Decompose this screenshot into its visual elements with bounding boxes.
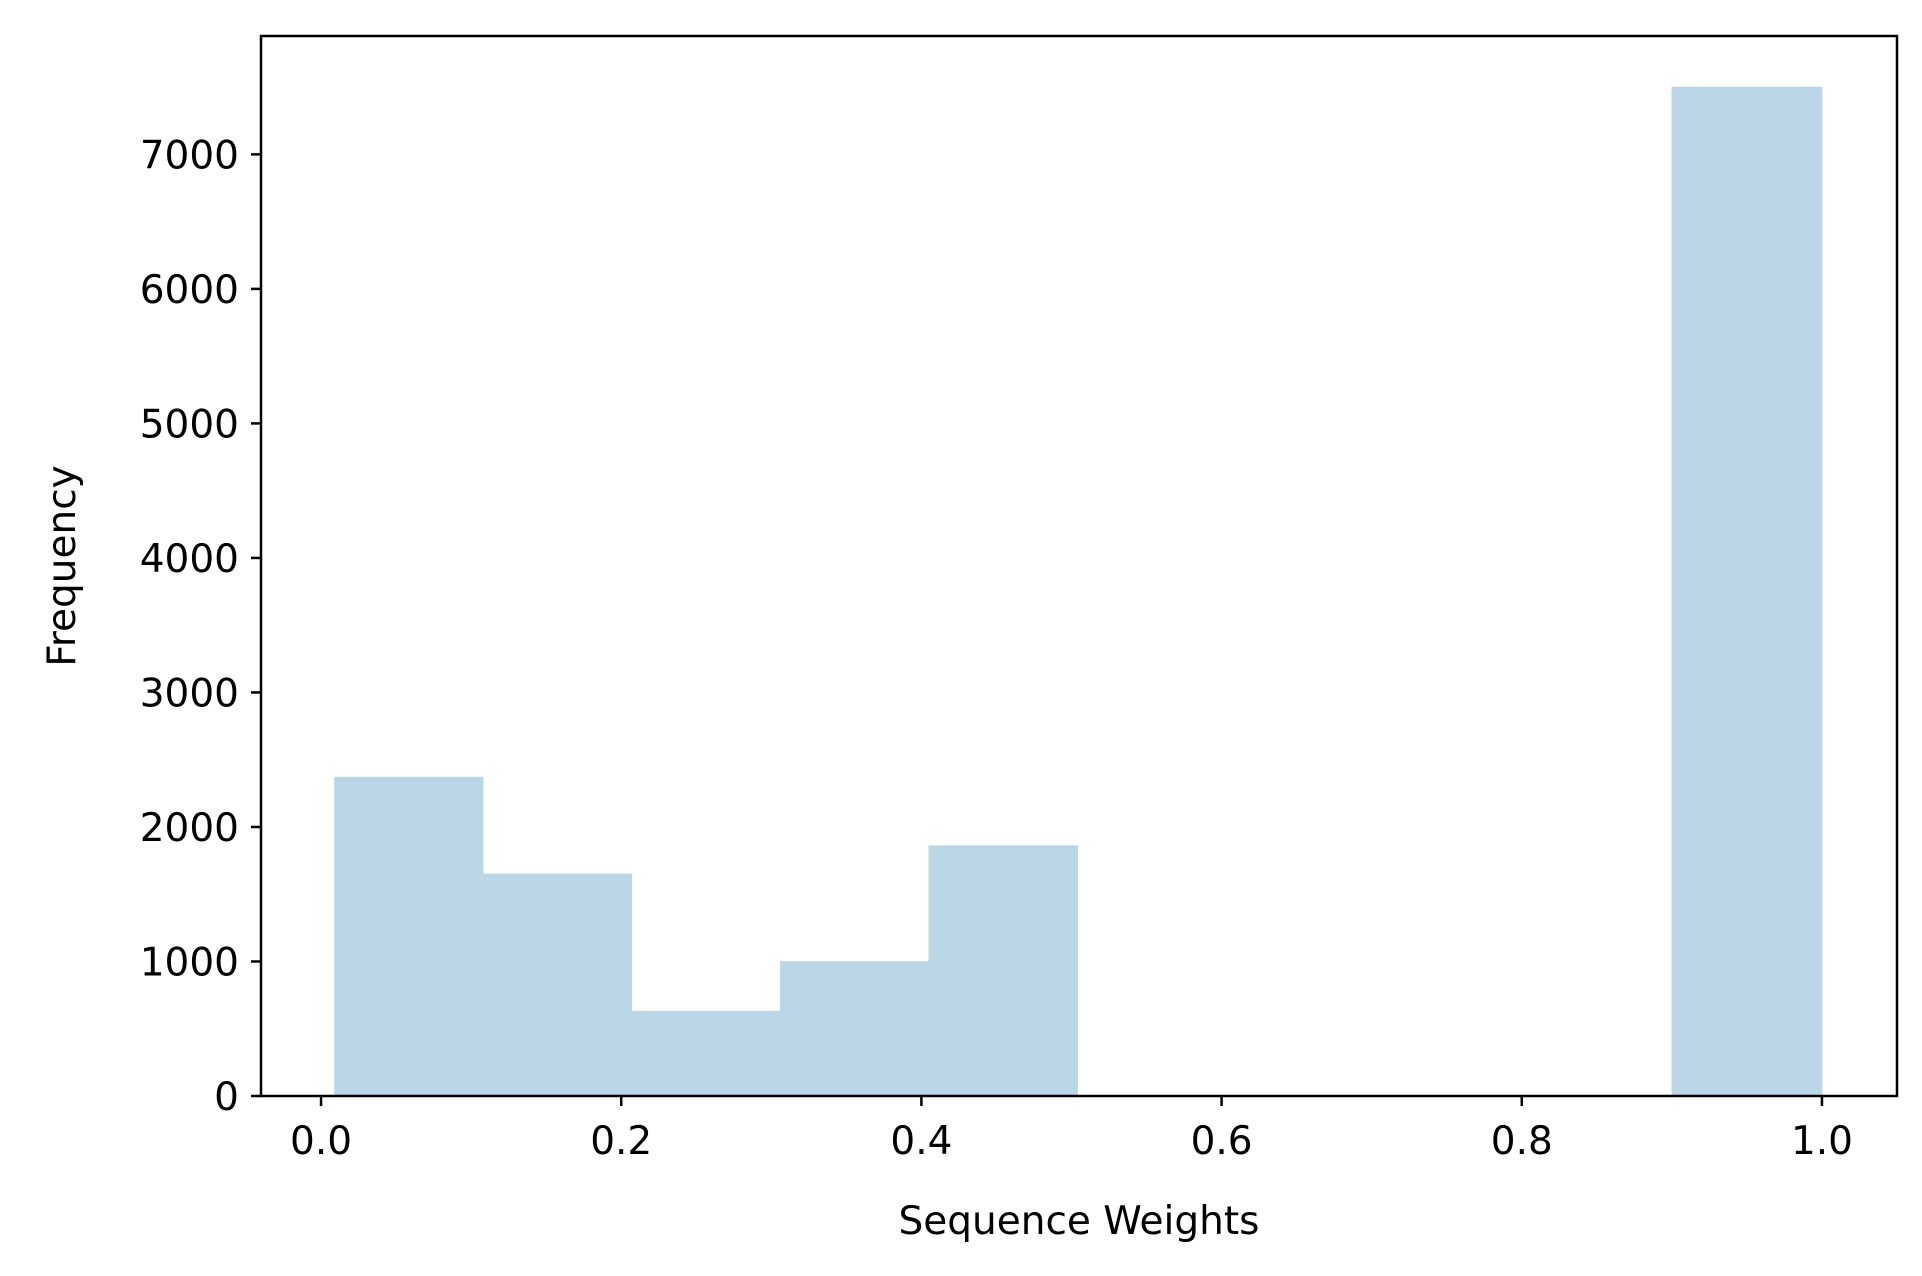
histogram-bar — [631, 1010, 781, 1097]
y-axis-ticks: 0 1000 2000 3000 4000 5000 6000 7000 — [140, 133, 261, 1120]
histogram-bar — [928, 845, 1078, 1097]
y-tick-label: 6000 — [140, 268, 239, 313]
y-tick-label: 0 — [214, 1075, 239, 1120]
x-tick-label: 0.0 — [290, 1119, 352, 1164]
x-tick-label: 1.0 — [1791, 1119, 1853, 1164]
x-tick-label: 0.2 — [590, 1119, 652, 1164]
x-tick-label: 0.4 — [890, 1119, 952, 1164]
y-axis-label: Frequency — [40, 465, 85, 666]
x-axis-label: Sequence Weights — [899, 1199, 1260, 1244]
axes-frame — [259, 34, 1899, 1098]
histogram-bars — [334, 86, 1823, 1097]
y-tick-label: 4000 — [140, 537, 239, 582]
histogram-bar — [334, 776, 484, 1097]
x-axis-ticks: 0.0 0.2 0.4 0.6 0.8 1.0 — [290, 1096, 1853, 1164]
histogram-bar — [1671, 86, 1823, 1097]
histogram-bar — [482, 873, 633, 1097]
y-tick-label: 1000 — [140, 940, 239, 985]
y-tick-label: 7000 — [140, 133, 239, 178]
y-tick-label: 3000 — [140, 671, 239, 716]
x-tick-label: 0.6 — [1191, 1119, 1253, 1164]
x-tick-label: 0.8 — [1491, 1119, 1553, 1164]
y-tick-label: 5000 — [140, 402, 239, 447]
y-tick-label: 2000 — [140, 806, 239, 851]
histogram-bar — [779, 961, 930, 1097]
